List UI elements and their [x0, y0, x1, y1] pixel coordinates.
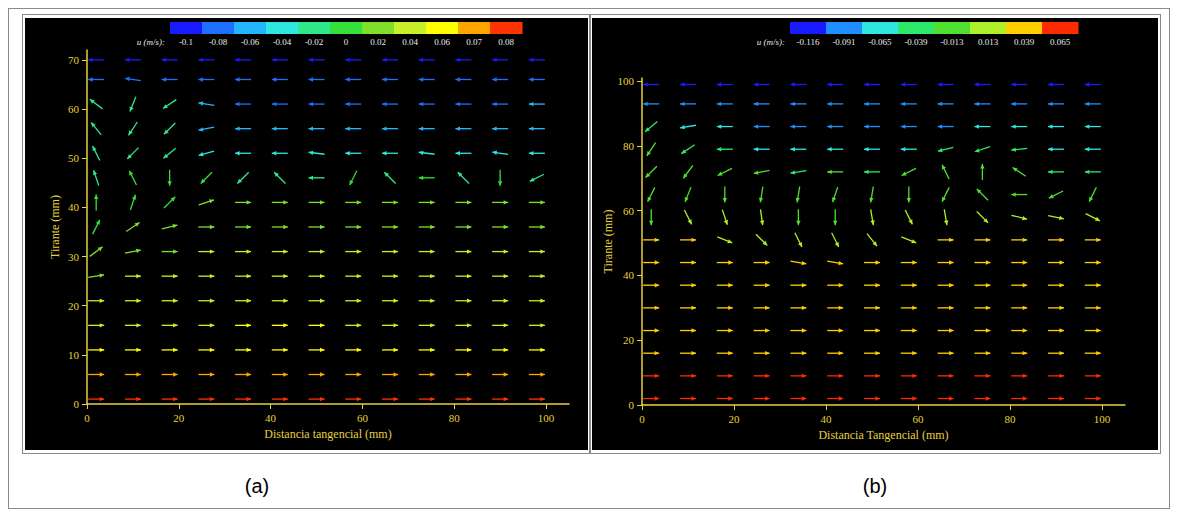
svg-text:-0.065: -0.065 [868, 37, 892, 47]
svg-text:40: 40 [265, 412, 277, 424]
svg-text:0.013: 0.013 [978, 37, 999, 47]
svg-text:Distancia tangencial (mm): Distancia tangencial (mm) [264, 427, 391, 441]
svg-text:20: 20 [623, 334, 635, 346]
svg-text:20: 20 [729, 413, 741, 425]
svg-text:0: 0 [84, 412, 90, 424]
svg-text:-0.091: -0.091 [832, 37, 855, 47]
svg-text:100: 100 [538, 412, 555, 424]
svg-text:(a): (a) [245, 475, 269, 497]
svg-text:50: 50 [68, 152, 80, 164]
svg-text:0.065: 0.065 [1050, 37, 1071, 47]
svg-text:0.02: 0.02 [370, 37, 386, 47]
svg-text:(b): (b) [863, 475, 887, 497]
svg-text:Tirante (mm): Tirante (mm) [601, 210, 615, 274]
svg-text:Distancia Tangencial (mm): Distancia Tangencial (mm) [818, 428, 948, 442]
svg-text:-0.116: -0.116 [797, 37, 820, 47]
svg-text:-0.02: -0.02 [305, 37, 324, 47]
svg-text:u (m/s):: u (m/s): [757, 37, 785, 47]
svg-text:-0.039: -0.039 [904, 37, 928, 47]
svg-text:0: 0 [639, 413, 645, 425]
svg-text:80: 80 [623, 140, 635, 152]
svg-text:60: 60 [623, 205, 635, 217]
svg-text:100: 100 [1094, 413, 1111, 425]
svg-text:60: 60 [68, 103, 80, 115]
svg-text:100: 100 [618, 75, 635, 87]
svg-text:80: 80 [1005, 413, 1017, 425]
svg-text:-0.013: -0.013 [940, 37, 964, 47]
svg-text:u (m/s):: u (m/s): [137, 37, 165, 47]
svg-text:-0.06: -0.06 [241, 37, 260, 47]
svg-text:0.07: 0.07 [466, 37, 482, 47]
svg-text:60: 60 [357, 412, 369, 424]
svg-text:40: 40 [623, 269, 635, 281]
svg-text:0: 0 [344, 37, 349, 47]
svg-text:0.08: 0.08 [498, 37, 514, 47]
svg-text:-0.04: -0.04 [273, 37, 292, 47]
svg-text:80: 80 [449, 412, 461, 424]
svg-text:30: 30 [68, 251, 80, 263]
svg-text:0: 0 [74, 398, 80, 410]
svg-text:-0.08: -0.08 [209, 37, 228, 47]
svg-text:60: 60 [913, 413, 925, 425]
svg-text:20: 20 [68, 300, 80, 312]
svg-text:Tirante (mm): Tirante (mm) [48, 195, 62, 259]
svg-text:0.06: 0.06 [434, 37, 450, 47]
svg-text:20: 20 [173, 412, 185, 424]
svg-text:10: 10 [68, 349, 80, 361]
svg-text:0.04: 0.04 [402, 37, 418, 47]
svg-text:40: 40 [68, 201, 80, 213]
svg-text:0: 0 [629, 399, 635, 411]
svg-text:40: 40 [821, 413, 833, 425]
svg-text:70: 70 [68, 54, 80, 66]
svg-text:-0.1: -0.1 [179, 37, 193, 47]
svg-text:0.039: 0.039 [1014, 37, 1035, 47]
